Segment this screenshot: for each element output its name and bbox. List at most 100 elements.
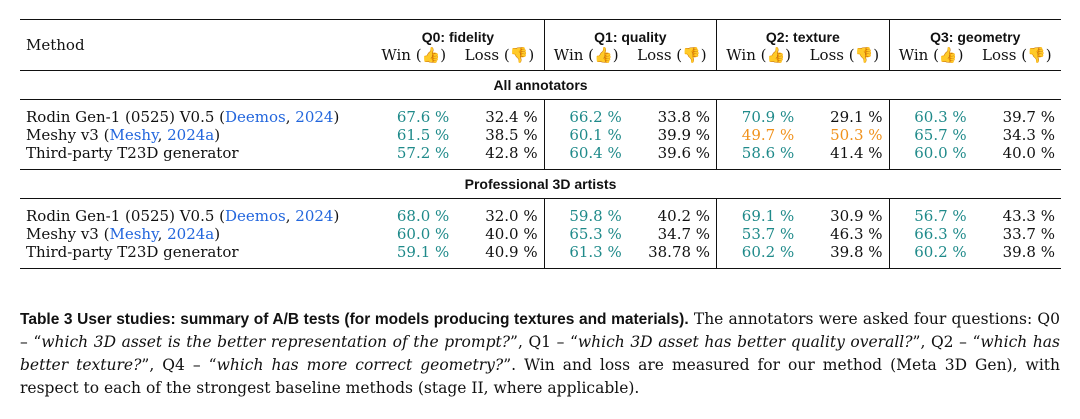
caption-text: ”. Win and loss are measured for our met… [20,356,1060,397]
method-cell: Meshy v3 (Meshy, 2024a) [20,225,372,243]
loss-value: 39.9 % [657,126,711,144]
win-value: 59.1 % [396,243,450,261]
loss-value: 50.3 % [830,126,883,144]
method-cell: Third-party T23D generator [20,144,372,170]
group-q3: Q3: geometry [888,19,1061,46]
citation-link[interactable]: 2024a [167,126,215,144]
method-text: , [285,108,296,126]
win-value: 60.2 % [888,243,973,269]
loss-value: 39.8 % [1002,243,1055,261]
section-row: All annotators [20,70,1061,100]
loss-value: 33.7 % [1002,225,1055,243]
caption-text: ”, Q2 – “ [912,333,981,351]
table-row: Rodin Gen-1 (0525) V0.5 (Deemos, 2024) 68… [20,198,1061,225]
group-q0: Q0: fidelity [421,29,495,45]
method-text: , [157,225,168,243]
loss-value: 32.4 % [485,108,538,126]
citation-link[interactable]: Meshy [109,225,158,243]
loss-value: 40.0 % [1002,144,1055,162]
caption-q1: which 3D asset has better quality overal… [577,333,913,351]
method-name: Third-party T23D generator [26,144,239,162]
win-value: 60.1 % [543,126,628,144]
caption-text: The annotators were asked four questions… [20,310,1060,351]
loss-value: 30.9 % [830,207,883,225]
method-name: Third-party T23D generator [26,243,239,261]
table-caption: Table 3 User studies: summary of A/B tes… [20,308,1060,400]
header-row-sub: Win (👍) Loss (👎) Win (👍) Loss (👎) Win (👍… [20,46,1061,71]
method-cell: Third-party T23D generator [20,243,372,269]
loss-value: 38.78 % [648,243,711,261]
win-header: Win (👍) [888,46,973,71]
table-row: Third-party T23D generator 57.2 % 42.8 % 60… [20,144,1061,170]
method-text: ) [333,108,340,126]
win-value: 67.6 % [396,108,450,126]
caption-q4: which has more correct geometry? [216,356,504,374]
section-row: Professional 3D artists [20,169,1061,199]
loss-value: 29.1 % [830,108,883,126]
group-q1: Q1: quality [543,19,717,46]
caption-text: ”, Q1 – “ [510,333,578,351]
loss-value: 34.7 % [657,225,711,243]
loss-value: 39.8 % [830,243,883,261]
loss-header: Loss (👎) [809,46,880,64]
win-value: 61.5 % [396,126,450,144]
win-value: 56.7 % [888,198,973,225]
method-cell: Rodin Gen-1 (0525) V0.5 (Deemos, 2024) [20,100,372,126]
loss-value: 41.4 % [830,144,883,162]
loss-value: 42.8 % [485,144,538,162]
loss-value: 46.3 % [830,225,883,243]
win-value: 60.0 % [396,225,450,243]
loss-value: 33.8 % [657,108,711,126]
citation-link[interactable]: 2024 [295,207,334,225]
method-name: Rodin Gen-1 (0525) V0.5 ( [26,207,226,225]
loss-header: Loss (👎) [464,46,535,64]
method-text: ) [333,207,340,225]
results-table: Method Q0: fidelity Q1: quality Q2: text… [20,19,1061,269]
win-value: 49.7 % [716,126,801,144]
win-value: 59.8 % [543,198,628,225]
method-text: , [157,126,168,144]
citation-link[interactable]: Meshy [109,126,158,144]
win-value: 57.2 % [396,144,450,162]
citation-link[interactable]: 2024 [295,108,334,126]
loss-value: 40.0 % [485,225,538,243]
method-text: ) [214,126,221,144]
table-row: Meshy v3 (Meshy, 2024a) 61.5 % 38.5 % 60.1 … [20,126,1061,144]
caption-label: Table 3 User studies: summary of A/B tes… [20,311,689,328]
citation-link[interactable]: Deemos [225,207,286,225]
loss-value: 32.0 % [485,207,538,225]
loss-header: Loss (👎) [637,46,707,64]
loss-value: 34.3 % [1002,126,1055,144]
loss-value: 39.7 % [1002,108,1055,126]
win-value: 60.4 % [543,144,628,170]
table-row: Rodin Gen-1 (0525) V0.5 (Deemos, 2024) 67… [20,99,1061,126]
win-value: 69.1 % [716,198,801,225]
win-value: 61.3 % [543,243,628,269]
win-value: 60.0 % [888,144,973,170]
win-header: Win (👍) [381,46,447,64]
win-value: 66.2 % [543,99,628,126]
win-value: 60.3 % [888,99,973,126]
caption-q0: which 3D asset is the better representat… [41,333,511,351]
win-header: Win (👍) [716,46,801,71]
win-value: 58.6 % [716,144,801,170]
loss-header: Loss (👎) [982,46,1052,64]
win-value: 53.7 % [716,225,801,243]
citation-link[interactable]: 2024a [167,225,215,243]
win-value: 66.3 % [888,225,973,243]
header-row-groups: Method Q0: fidelity Q1: quality Q2: text… [20,19,1061,54]
win-header: Win (👍) [543,46,628,71]
method-text: , [285,207,296,225]
loss-value: 38.5 % [485,126,538,144]
method-text: ) [214,225,221,243]
citation-link[interactable]: Deemos [225,108,286,126]
method-name: Rodin Gen-1 (0525) V0.5 ( [26,108,226,126]
method-header: Method [26,36,85,54]
win-value: 65.3 % [543,225,628,243]
loss-value: 40.9 % [485,243,538,261]
section-title: All annotators [493,77,588,93]
method-cell: Meshy v3 (Meshy, 2024a) [20,126,372,144]
group-q2: Q2: texture [716,19,890,46]
method-cell: Rodin Gen-1 (0525) V0.5 (Deemos, 2024) [20,199,372,225]
